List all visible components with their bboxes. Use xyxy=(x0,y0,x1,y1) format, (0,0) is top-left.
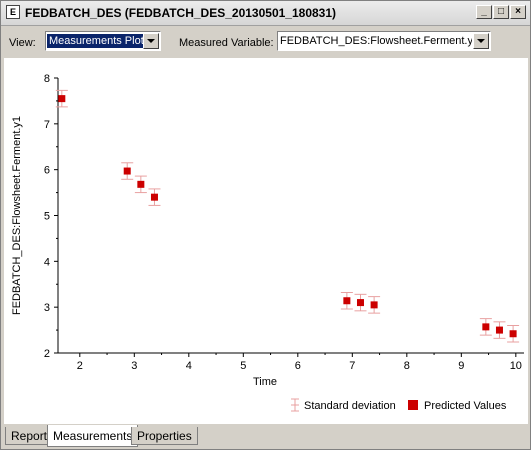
y-tick-label: 2 xyxy=(44,348,50,360)
toolbar: View: Measurements Plot Measured Variabl… xyxy=(1,26,530,58)
data-point xyxy=(343,297,351,305)
x-tick-label: 9 xyxy=(458,360,464,372)
legend-marker-icon xyxy=(408,400,418,410)
x-tick-label: 5 xyxy=(240,360,246,372)
legend-label: Standard deviation xyxy=(304,400,396,412)
view-select[interactable]: Measurements Plot xyxy=(45,31,161,51)
view-select-value: Measurements Plot xyxy=(47,34,146,48)
x-tick-label: 4 xyxy=(186,360,192,372)
x-tick-label: 2 xyxy=(77,360,83,372)
data-point xyxy=(509,330,517,338)
y-axis-label: FEDBATCH_DES:Flowsheet.Ferment.y1 xyxy=(11,116,23,315)
variable-label: Measured Variable: xyxy=(179,37,274,49)
legend-item-predicted: Predicted Values xyxy=(408,400,507,412)
tab-report[interactable]: Report xyxy=(5,427,54,445)
plot-area[interactable]: 2 3 4 5 6 7 8 2 3 4 5 6 7 8 9 10 Time FEDBATCH_DES:Flowsh… xyxy=(4,58,528,424)
x-tick-label: 10 xyxy=(510,360,522,372)
measurements-chart: 2 3 4 5 6 7 8 2 3 4 5 6 7 8 9 10 Time FEDBATCH_DES:Flowsh… xyxy=(11,73,524,412)
minimize-button[interactable]: _ xyxy=(476,5,492,19)
data-point xyxy=(123,167,131,175)
variable-select-value: FEDBATCH_DES:Flowsheet.Ferment.y1 xyxy=(280,35,472,47)
close-button[interactable]: × xyxy=(510,5,526,19)
view-label: View: xyxy=(9,37,36,49)
legend-label: Predicted Values xyxy=(424,400,507,412)
y-tick-label: 5 xyxy=(44,211,50,223)
chevron-down-icon[interactable] xyxy=(473,33,489,49)
y-tick-label: 8 xyxy=(44,73,50,85)
window-title: FEDBATCH_DES (FEDBATCH_DES_20130501_1808… xyxy=(25,6,337,20)
x-tick-label: 3 xyxy=(131,360,137,372)
app-document-icon[interactable]: E xyxy=(6,5,20,19)
x-tick-label: 6 xyxy=(295,360,301,372)
tab-measurements[interactable]: Measurements xyxy=(47,425,139,447)
data-point xyxy=(58,95,66,103)
y-tick-label: 7 xyxy=(44,119,50,131)
data-point xyxy=(482,323,490,331)
data-point xyxy=(137,180,145,188)
legend-item-std-dev: Standard deviation xyxy=(291,398,396,412)
y-tick-label: 4 xyxy=(44,256,50,268)
chevron-down-icon[interactable] xyxy=(143,33,159,49)
y-tick-label: 3 xyxy=(44,302,50,314)
data-point xyxy=(370,301,378,309)
maximize-button[interactable]: □ xyxy=(493,5,509,19)
data-point xyxy=(150,193,158,201)
y-tick-label: 6 xyxy=(44,165,50,177)
variable-select[interactable]: FEDBATCH_DES:Flowsheet.Ferment.y1 xyxy=(277,31,491,51)
x-axis-label: Time xyxy=(253,376,277,388)
data-point xyxy=(356,299,364,307)
tab-properties[interactable]: Properties xyxy=(131,427,198,445)
x-tick-label: 8 xyxy=(404,360,410,372)
data-point xyxy=(495,326,503,334)
x-tick-label: 7 xyxy=(349,360,355,372)
title-bar[interactable]: E FEDBATCH_DES (FEDBATCH_DES_20130501_18… xyxy=(1,1,530,26)
tab-bar: Report Measurements Properties xyxy=(1,425,530,449)
